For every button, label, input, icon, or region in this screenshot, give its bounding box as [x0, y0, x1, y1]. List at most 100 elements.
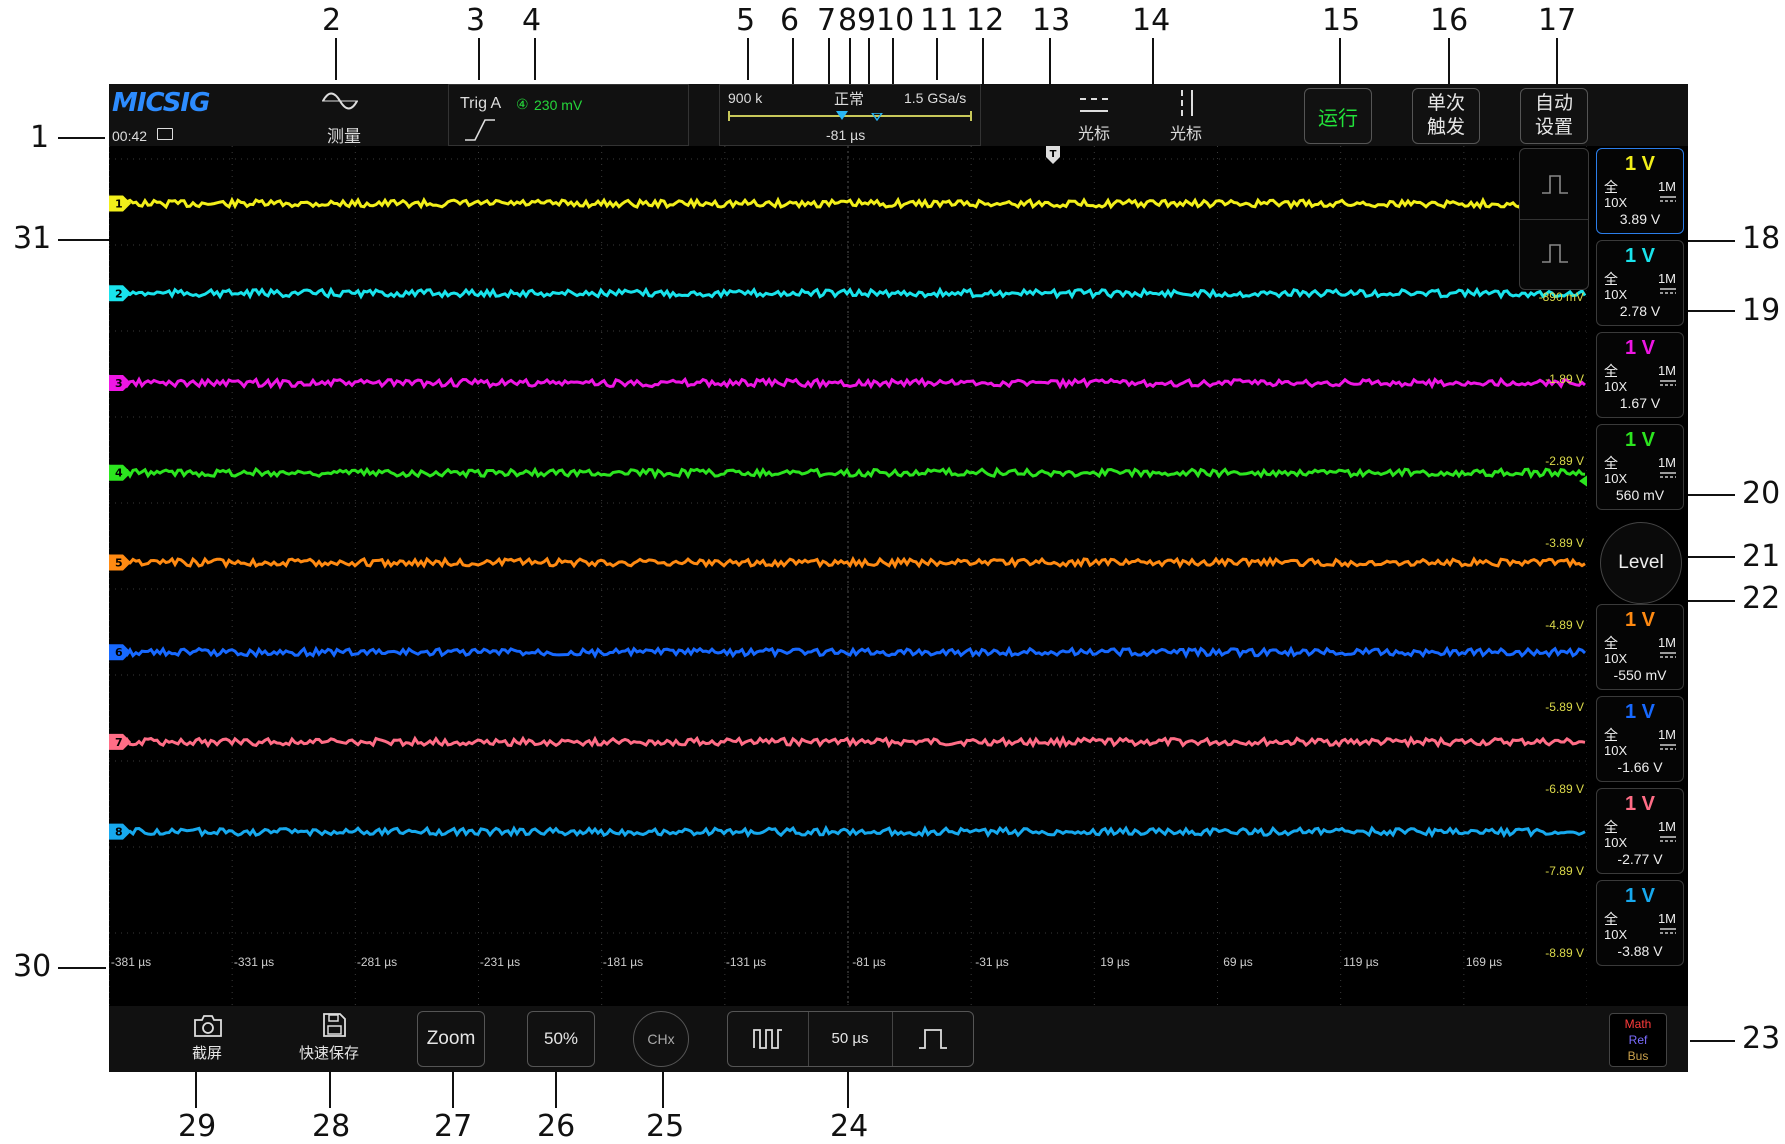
callout-leader-31	[58, 239, 110, 241]
channel-probe: 10X	[1604, 835, 1628, 850]
bus-label: Bus	[1627, 1049, 1649, 1063]
callout-leader-28	[329, 1058, 331, 1108]
callout-leader-10	[892, 38, 894, 108]
monitor-icon	[157, 128, 173, 140]
callout-leader-5	[747, 38, 749, 80]
channel-4-marker[interactable]: 4	[109, 464, 131, 481]
zoom-button[interactable]: Zoom	[417, 1011, 485, 1067]
callout-number-5: 5	[736, 3, 756, 38]
channel-8-panel[interactable]: 1 V 全 1M 10X -3.88 V	[1596, 880, 1684, 966]
channel-offset: 560 mV	[1615, 487, 1665, 503]
run-stop-button[interactable]: 运行	[1304, 88, 1372, 144]
channel-1-marker-label: 1	[115, 198, 123, 211]
measure-button[interactable]: 测量	[305, 84, 375, 146]
trigger-position-marker	[836, 111, 848, 120]
channel-2-panel[interactable]: 1 V 全 1M 10X 2.78 V	[1596, 240, 1684, 326]
channel-impedance: 1M	[1657, 363, 1676, 378]
channel-6-marker[interactable]: 6	[109, 644, 131, 661]
chx-button[interactable]: CHx	[633, 1011, 689, 1067]
channel-8-marker[interactable]: 8	[109, 823, 131, 840]
math-ref-bus-button[interactable]: Math Ref Bus	[1609, 1013, 1667, 1067]
trigger-time-marker[interactable]: T	[1045, 145, 1061, 165]
channel-3-marker[interactable]: 3	[109, 374, 131, 391]
timebase-value: 50 µs	[831, 1030, 869, 1047]
channel-impedance: 1M	[1657, 635, 1676, 650]
oscilloscope-screen: MICSIG 00:42 测量 Trig A ④ 230 mV 900 k 正常…	[109, 84, 1688, 1072]
callout-number-30: 30	[13, 949, 52, 984]
channel-impedance: 1M	[1657, 455, 1676, 470]
channel-7-panel[interactable]: 1 V 全 1M 10X -2.77 V	[1596, 788, 1684, 874]
waveform-grid[interactable]: 1 2 3 4 5 6 7 8	[109, 146, 1587, 1006]
level-button[interactable]: Level	[1600, 522, 1682, 604]
channel-4-panel[interactable]: 1 V 全 1M 10X 560 mV	[1596, 424, 1684, 510]
single-label-1: 单次	[1426, 93, 1465, 114]
channel-8-trace[interactable]	[109, 824, 1586, 839]
fifty-percent-button[interactable]: 50%	[527, 1011, 595, 1067]
bottom-toolbar: 截屏 快速保存 Zoom 50% CHx 50 µs	[109, 1006, 1688, 1072]
auto-setup-button[interactable]: 自动 设置	[1520, 88, 1588, 144]
channel-2-marker[interactable]: 2	[109, 285, 131, 302]
quicksave-button[interactable]: 快速保存	[293, 1012, 373, 1068]
channel-4-trace[interactable]	[109, 466, 1586, 480]
rising-edge-icon	[465, 119, 495, 141]
channel-6-panel[interactable]: 1 V 全 1M 10X -1.66 V	[1596, 696, 1684, 782]
callout-leader-8	[849, 38, 851, 114]
time-offset: -81 µs	[826, 127, 866, 143]
screenshot-button[interactable]: 截屏	[173, 1012, 243, 1068]
pulse-negative-icon[interactable]	[1540, 242, 1570, 264]
timebase-info[interactable]: 900 k 正常 1.5 GSa/s -81 µs	[719, 84, 981, 146]
cursor-horizontal-button[interactable]: 光标	[1075, 88, 1115, 144]
voltage-scale-label: -8.89 V	[1545, 946, 1584, 960]
trigger-info[interactable]: Trig A ④ 230 mV	[448, 84, 689, 146]
callout-leader-9	[868, 38, 870, 122]
auto-label-1: 自动	[1534, 93, 1573, 114]
channel-probe: 10X	[1604, 471, 1628, 486]
callout-number-11: 11	[920, 3, 959, 38]
channel-1-panel[interactable]: 1 V 全 1M 10X 3.89 V	[1596, 148, 1684, 234]
channel-7-marker-label: 7	[115, 736, 123, 749]
timebase-decrease-button[interactable]	[728, 1012, 809, 1066]
time-scale-label: 119 µs	[1343, 955, 1379, 969]
dc-coupling-icon	[1660, 652, 1676, 658]
channel-bandwidth: 全	[1604, 179, 1618, 195]
trigger-type-panel[interactable]	[1519, 148, 1589, 290]
channel-bandwidth: 全	[1604, 455, 1618, 471]
clock: 00:42	[112, 128, 148, 144]
vertical-cursor-icon	[1181, 90, 1183, 116]
channel-2-trace[interactable]	[109, 286, 1587, 300]
trigger-level-arrow[interactable]	[1579, 474, 1587, 488]
math-label: Math	[1624, 1017, 1652, 1031]
trigger-panel-divider	[1520, 219, 1588, 220]
single-trigger-button[interactable]: 单次 触发	[1412, 88, 1480, 144]
voltage-scale-label: -1.89 V	[1545, 372, 1584, 386]
channel-3-trace[interactable]	[109, 376, 1586, 390]
channel-impedance: 1M	[1657, 727, 1676, 742]
channel-1-marker[interactable]: 1	[109, 195, 131, 212]
channel-probe: 10X	[1604, 927, 1628, 942]
timebase-control: 50 µs	[727, 1011, 974, 1067]
callout-number-15: 15	[1322, 3, 1361, 38]
channel-7-trace[interactable]	[109, 734, 1586, 749]
channel-6-trace[interactable]	[109, 645, 1587, 659]
callout-number-1: 1	[30, 120, 50, 155]
channel-5-marker[interactable]: 5	[109, 554, 131, 571]
save-icon	[323, 1013, 346, 1037]
channel-5-panel[interactable]: 1 V 全 1M 10X -550 mV	[1596, 604, 1684, 690]
channel-offset: -550 mV	[1613, 667, 1667, 683]
channel-5-trace[interactable]	[109, 555, 1586, 570]
channel-3-panel[interactable]: 1 V 全 1M 10X 1.67 V	[1596, 332, 1684, 418]
callout-number-6: 6	[780, 3, 800, 38]
callout-number-27: 27	[434, 1109, 473, 1144]
channel-scale: 1 V	[1624, 245, 1656, 267]
timebase-increase-button[interactable]	[892, 1012, 973, 1066]
channel-2-marker-label: 2	[115, 287, 123, 300]
callout-number-20: 20	[1742, 476, 1781, 511]
pulse-icon[interactable]	[1540, 173, 1570, 195]
callout-leader-30	[58, 967, 106, 969]
voltage-scale-label: -2.89 V	[1545, 454, 1584, 468]
cursor-vertical-button[interactable]: 光标	[1167, 88, 1207, 144]
channel-7-marker[interactable]: 7	[109, 733, 131, 750]
callout-leader-15	[1339, 38, 1341, 84]
memory-position-right-tick	[970, 111, 972, 121]
channel-1-trace[interactable]	[109, 196, 1585, 210]
